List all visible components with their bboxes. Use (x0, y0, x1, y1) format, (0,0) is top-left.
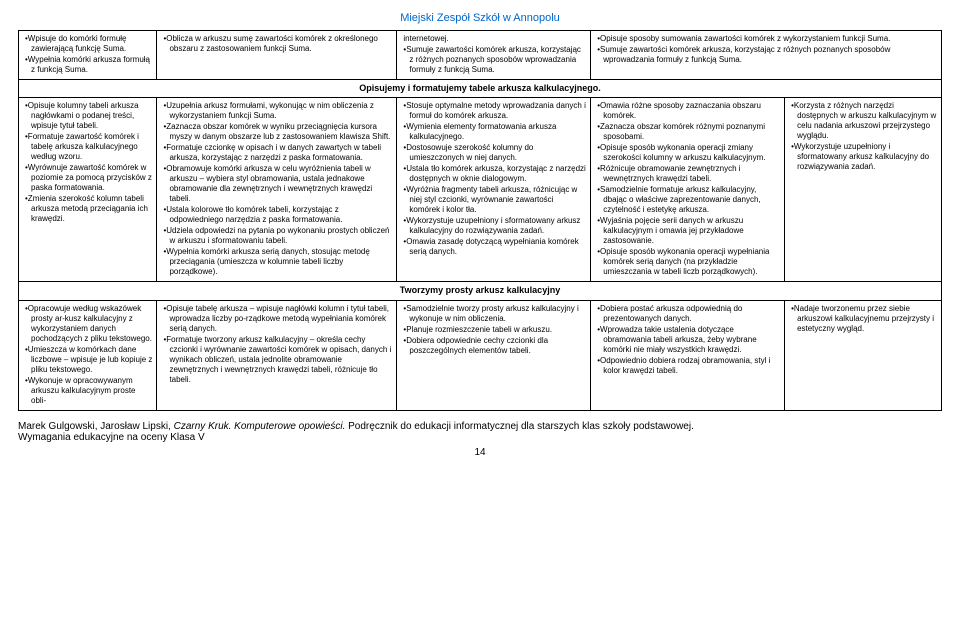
bullet-item: •Wymienia elementy formatowania arkusza … (401, 122, 586, 142)
bullet-item: •Planuje rozmieszczenie tabeli w arkuszu… (401, 325, 586, 335)
cell: •Opisuje kolumny tabeli arkusza nagłówka… (19, 98, 157, 282)
bullet-item: •Opisuje tabelę arkusza – wpisuje nagłów… (161, 304, 392, 334)
bullet-item: •Wypełnia komórki arkusza serią danych, … (161, 247, 392, 277)
bullet-item: •Ustala kolorowe tło komórek tabeli, kor… (161, 205, 392, 225)
bullet-item: •Wykonuje w opracowywanym arkuszu kalkul… (23, 376, 152, 406)
bullet-item: •Wprowadza takie ustalenia dotyczące obr… (595, 325, 780, 355)
bullet-item: •Formatuje czcionkę w opisach i w danych… (161, 143, 392, 163)
bullet-item: •Korzysta z różnych narzędzi dostępnych … (789, 101, 937, 141)
footer-authors: Marek Gulgowski, Jarosław Lipski, (18, 421, 174, 432)
bullet-item: •Wykorzystuje uzupełniony i sformatowany… (789, 142, 937, 172)
bullet-item: •Dobiera postać arkusza odpowiednią do p… (595, 304, 780, 324)
bullet-item: •Stosuje optymalne metody wprowadzania d… (401, 101, 586, 121)
cell: •Oblicza w arkuszu sumę zawartości komór… (157, 31, 397, 80)
bullet-item: •Wyróżnia fragmenty tabeli arkusza, różn… (401, 185, 586, 215)
section-header: Opisujemy i formatujemy tabele arkusza k… (19, 80, 942, 98)
cell: •Korzysta z różnych narzędzi dostępnych … (785, 98, 942, 282)
bullet-item: •Opisuje sposób wykonania operacji zmian… (595, 143, 780, 163)
bullet-item: •Umieszcza w komórkach dane liczbowe – w… (23, 345, 152, 375)
bullet-item: •Wykorzystuje uzupełniony i sformatowany… (401, 216, 586, 236)
bullet-item: •Odpowiednio dobiera rodzaj obramowania,… (595, 356, 780, 376)
page-number: 14 (18, 447, 942, 458)
cell: •Wpisuje do komórki formułę zawierającą … (19, 31, 157, 80)
table-row: •Opisuje kolumny tabeli arkusza nagłówka… (19, 98, 942, 282)
bullet-item: •Sumuje zawartości komórek arkusza, korz… (595, 45, 937, 65)
section-header: Tworzymy prosty arkusz kalkulacyjny (19, 282, 942, 300)
bullet-item: •Oblicza w arkuszu sumę zawartości komór… (161, 34, 392, 54)
bullet-item: •Uzupełnia arkusz formułami, wykonując w… (161, 101, 392, 121)
footer-rest: Podręcznik do edukacji informatycznej dl… (345, 421, 694, 432)
bullet-item: •Opisuje kolumny tabeli arkusza nagłówka… (23, 101, 152, 131)
table-row: Opisujemy i formatujemy tabele arkusza k… (19, 80, 942, 98)
bullet-item: •Opracowuje według wskazówek prosty ar-k… (23, 304, 152, 344)
cell: •Uzupełnia arkusz formułami, wykonując w… (157, 98, 397, 282)
cell: •Omawia różne sposoby zaznaczania obszar… (591, 98, 785, 282)
footer: Marek Gulgowski, Jarosław Lipski, Czarny… (18, 421, 942, 443)
bullet-item: •Wyjaśnia pojęcie serii danych w arkuszu… (595, 216, 780, 246)
table-row: •Opracowuje według wskazówek prosty ar-k… (19, 300, 942, 410)
bullet-item: •Samodzielnie formatuje arkusz kalkulacy… (595, 185, 780, 215)
bullet-item: •Dobiera odpowiednie cechy czcionki dla … (401, 336, 586, 356)
table-row: •Wpisuje do komórki formułę zawierającą … (19, 31, 942, 80)
bullet-item: •Omawia zasadę dotyczącą wypełniania kom… (401, 237, 586, 257)
bullet-item: •Formatuje tworzony arkusz kalkulacyjny … (161, 335, 392, 385)
footer-title: Czarny Kruk. Komputerowe opowieści. (174, 421, 346, 432)
curriculum-table: •Wpisuje do komórki formułę zawierającą … (18, 30, 942, 411)
bullet-item: •Opisuje sposób wykonania operacji wypeł… (595, 247, 780, 277)
bullet-item: •Udziela odpowiedzi na pytania po wykona… (161, 226, 392, 246)
bullet-item: •Obramowuje komórki arkusza w celu wyróż… (161, 164, 392, 204)
bullet-item: •Wypełnia komórki arkusza formułą z funk… (23, 55, 152, 75)
bullet-item: •Ustala tło komórek arkusza, korzystając… (401, 164, 586, 184)
cell: •Stosuje optymalne metody wprowadzania d… (397, 98, 591, 282)
bullet-item: internetowej. (401, 34, 586, 44)
bullet-item: •Formatuje zawartość komórek i tabelę ar… (23, 132, 152, 162)
bullet-item: •Różnicuje obramowanie zewnętrznych i we… (595, 164, 780, 184)
bullet-item: •Dostosowuje szerokość kolumny do umiesz… (401, 143, 586, 163)
cell: internetowej.•Sumuje zawartości komórek … (397, 31, 591, 80)
bullet-item: •Samodzielnie tworzy prosty arkusz kalku… (401, 304, 586, 324)
footer-sub: Wymagania edukacyjne na oceny Klasa V (18, 432, 942, 443)
bullet-item: •Zmienia szerokość kolumn tabeli arkusza… (23, 194, 152, 224)
bullet-item: •Omawia różne sposoby zaznaczania obszar… (595, 101, 780, 121)
bullet-item: •Zaznacza obszar komórek różnymi poznany… (595, 122, 780, 142)
bullet-item: •Nadaje tworzonemu przez siebie arkuszow… (789, 304, 937, 334)
bullet-item: •Wpisuje do komórki formułę zawierającą … (23, 34, 152, 54)
page-header: Miejski Zespół Szkół w Annopolu (18, 12, 942, 24)
bullet-item: •Wyrównuje zawartość komórek w poziomie … (23, 163, 152, 193)
cell: •Opracowuje według wskazówek prosty ar-k… (19, 300, 157, 410)
cell: •Samodzielnie tworzy prosty arkusz kalku… (397, 300, 591, 410)
cell: •Opisuje sposoby sumowania zawartości ko… (591, 31, 942, 80)
bullet-item: •Zaznacza obszar komórek w wyniku przeci… (161, 122, 392, 142)
cell: •Nadaje tworzonemu przez siebie arkuszow… (785, 300, 942, 410)
cell: •Dobiera postać arkusza odpowiednią do p… (591, 300, 785, 410)
bullet-item: •Sumuje zawartości komórek arkusza, korz… (401, 45, 586, 75)
table-row: Tworzymy prosty arkusz kalkulacyjny (19, 282, 942, 300)
bullet-item: •Opisuje sposoby sumowania zawartości ko… (595, 34, 937, 44)
cell: •Opisuje tabelę arkusza – wpisuje nagłów… (157, 300, 397, 410)
